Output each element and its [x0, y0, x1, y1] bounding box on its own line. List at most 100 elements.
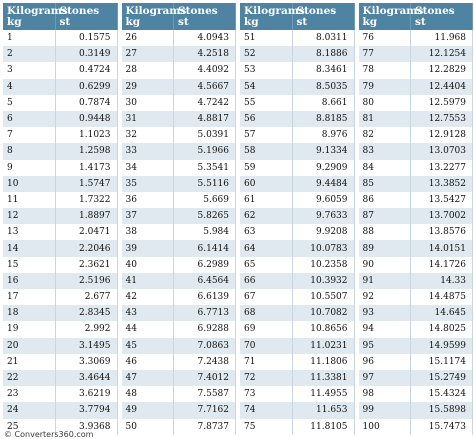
table-row: 46 7.2438 [121, 353, 236, 370]
stones-header-line1: Stones [296, 5, 337, 17]
stones-cell: 7.2438 [173, 353, 236, 370]
kilograms-cell: 86 [358, 191, 411, 209]
kilograms-cell: 74 [240, 402, 293, 419]
table-row: 52 8.1886 [240, 46, 355, 63]
stones-header: Stones st [410, 3, 473, 30]
kilograms-cell: 46 [121, 353, 174, 370]
kilograms-cell: 57 [240, 127, 293, 144]
stones-header-line2: st [296, 16, 308, 28]
kilograms-cell: 56 [240, 110, 293, 128]
kilograms-cell: 59 [240, 159, 293, 176]
stones-cell: 5.8265 [173, 208, 236, 225]
kilograms-cell: 61 [240, 191, 293, 209]
kilograms-cell: 3 [3, 62, 56, 79]
table-row: 54 8.5035 [240, 78, 355, 95]
table-row: 14 2.2046 [3, 240, 118, 257]
table-row: 92 14.4875 [358, 289, 473, 306]
stones-cell: 8.3461 [292, 62, 355, 79]
table-row: 58 9.1334 [240, 143, 355, 160]
kilograms-cell: 99 [358, 402, 411, 419]
kilograms-cell: 23 [3, 386, 56, 403]
stones-cell: 7.0863 [173, 337, 236, 354]
kilograms-header-line1: Kilograms [7, 5, 68, 17]
table-row: 30 4.7242 [121, 94, 236, 111]
stones-cell: 13.7002 [410, 208, 473, 225]
table-row: 19 2.992 [3, 321, 118, 338]
kilograms-cell: 4 [3, 78, 56, 95]
stones-cell: 8.976 [292, 127, 355, 144]
kilograms-cell: 10 [3, 175, 56, 192]
header-row: Kilograms kg Stones st [240, 3, 355, 30]
stones-cell: 6.9288 [173, 321, 236, 338]
stones-cell: 8.661 [292, 94, 355, 111]
stones-cell: 5.1966 [173, 143, 236, 160]
table-row: 51 8.0311 [240, 30, 355, 47]
stones-cell: 0.4724 [55, 62, 118, 79]
table-row: 91 14.33 [358, 272, 473, 289]
kilograms-cell: 58 [240, 143, 293, 160]
stones-cell: 2.3621 [55, 256, 118, 273]
kilograms-header-line2: kg [244, 16, 259, 28]
stones-cell: 0.3149 [55, 46, 118, 63]
kilograms-cell: 75 [240, 418, 293, 435]
stones-cell: 5.3541 [173, 159, 236, 176]
stones-cell: 1.2598 [55, 143, 118, 160]
stones-header: Stones st [55, 3, 118, 30]
table-row: 90 14.1726 [358, 256, 473, 273]
stones-cell: 0.1575 [55, 30, 118, 47]
table-row: 56 8.8185 [240, 110, 355, 128]
stones-cell: 10.7082 [292, 305, 355, 322]
stones-cell: 9.2909 [292, 159, 355, 176]
kilograms-cell: 88 [358, 224, 411, 241]
stones-header-line2: st [178, 16, 189, 28]
table-row: 36 5.669 [121, 191, 236, 209]
table-row: 28 4.4092 [121, 62, 236, 79]
kilograms-cell: 19 [3, 321, 56, 338]
stones-cell: 15.1174 [410, 353, 473, 370]
stones-cell: 6.2989 [173, 256, 236, 273]
table-row: 61 9.6059 [240, 191, 355, 209]
table-row: 78 12.2829 [358, 62, 473, 79]
table-row: 81 12.7553 [358, 110, 473, 128]
table-row: 86 13.5427 [358, 191, 473, 209]
table-row: 8 1.2598 [3, 143, 118, 160]
kilograms-cell: 20 [3, 337, 56, 354]
kilograms-cell: 76 [358, 30, 411, 47]
kilograms-cell: 43 [121, 305, 174, 322]
stones-cell: 1.5747 [55, 175, 118, 192]
stones-cell: 9.1334 [292, 143, 355, 160]
stones-cell: 7.4012 [173, 369, 236, 387]
kilograms-cell: 35 [121, 175, 174, 192]
table-row: 20 3.1495 [3, 337, 118, 354]
stones-cell: 12.2829 [410, 62, 473, 79]
table-row: 94 14.8025 [358, 321, 473, 338]
kilograms-cell: 84 [358, 159, 411, 176]
kilograms-cell: 96 [358, 353, 411, 370]
table-row: 27 4.2518 [121, 46, 236, 63]
kilograms-header-line2: kg [7, 16, 22, 28]
stones-cell: 4.5667 [173, 78, 236, 95]
kilograms-cell: 78 [358, 62, 411, 79]
stones-cell: 3.1495 [55, 337, 118, 354]
table-row: 72 11.3381 [240, 369, 355, 387]
stones-cell: 3.3069 [55, 353, 118, 370]
kilograms-cell: 12 [3, 208, 56, 225]
table-row: 70 11.0231 [240, 337, 355, 354]
table-row: 89 14.0151 [358, 240, 473, 257]
stones-cell: 14.33 [410, 272, 473, 289]
stones-cell: 2.0471 [55, 224, 118, 241]
stones-cell: 15.7473 [410, 418, 473, 435]
kilograms-cell: 81 [358, 110, 411, 128]
kilograms-header: Kilograms kg [240, 3, 305, 30]
stones-cell: 4.7242 [173, 94, 236, 111]
table-row: 59 9.2909 [240, 159, 355, 176]
table-row: 77 12.1254 [358, 46, 473, 63]
stones-cell: 14.8025 [410, 321, 473, 338]
kilograms-cell: 34 [121, 159, 174, 176]
kilograms-cell: 83 [358, 143, 411, 160]
kilograms-cell: 87 [358, 208, 411, 225]
table-row: 3 0.4724 [3, 62, 118, 79]
table-row: 65 10.2358 [240, 256, 355, 273]
kilograms-cell: 52 [240, 46, 293, 63]
conversion-table: Kilograms kg Stones st 1 0.1575 2 0.3149 3 0.4724… [3, 3, 473, 435]
